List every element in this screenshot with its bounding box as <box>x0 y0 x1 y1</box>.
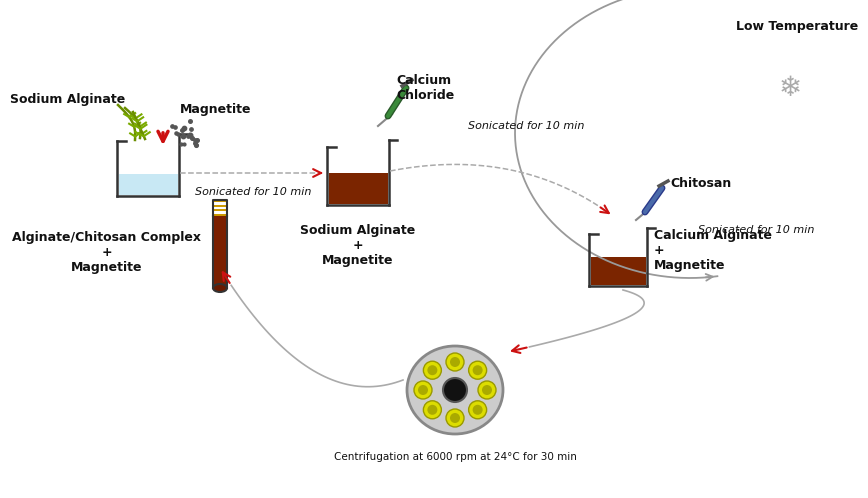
Polygon shape <box>327 147 389 205</box>
Text: Alginate/Chitosan Complex
+
Magnetite: Alginate/Chitosan Complex + Magnetite <box>12 231 201 273</box>
Ellipse shape <box>213 284 227 292</box>
Polygon shape <box>213 200 227 202</box>
Polygon shape <box>119 173 177 195</box>
Circle shape <box>450 413 460 423</box>
Ellipse shape <box>407 346 503 434</box>
Circle shape <box>414 381 432 399</box>
Text: Sonicated for 10 min: Sonicated for 10 min <box>698 225 814 235</box>
Text: Calcium
Chloride: Calcium Chloride <box>396 74 454 102</box>
Circle shape <box>473 405 483 415</box>
Text: Sonicated for 10 min: Sonicated for 10 min <box>194 187 312 197</box>
Circle shape <box>469 361 487 379</box>
Circle shape <box>427 365 437 375</box>
Polygon shape <box>117 140 179 196</box>
Polygon shape <box>213 209 227 212</box>
Polygon shape <box>213 202 227 205</box>
Text: Sodium Alginate
+
Magnetite: Sodium Alginate + Magnetite <box>300 224 416 267</box>
Circle shape <box>478 381 496 399</box>
Circle shape <box>446 409 464 427</box>
Circle shape <box>450 357 460 367</box>
Text: Sonicated for 10 min: Sonicated for 10 min <box>468 121 584 131</box>
Text: Calcium Alginate
+
Magnetite: Calcium Alginate + Magnetite <box>654 229 772 271</box>
Circle shape <box>473 365 483 375</box>
Polygon shape <box>213 214 227 216</box>
Polygon shape <box>213 205 227 207</box>
Text: Sodium Alginate: Sodium Alginate <box>10 93 125 106</box>
Text: Low Temperature: Low Temperature <box>736 20 858 33</box>
Polygon shape <box>213 207 227 209</box>
Circle shape <box>443 378 467 402</box>
Circle shape <box>427 405 437 415</box>
Polygon shape <box>328 173 387 204</box>
Circle shape <box>469 401 487 419</box>
Polygon shape <box>589 234 647 286</box>
Circle shape <box>446 353 464 371</box>
Circle shape <box>424 401 441 419</box>
Polygon shape <box>213 216 227 288</box>
Circle shape <box>418 385 428 395</box>
Polygon shape <box>213 212 227 214</box>
Text: Magnetite: Magnetite <box>180 103 252 116</box>
Circle shape <box>424 361 441 379</box>
Circle shape <box>482 385 492 395</box>
Text: ❄: ❄ <box>779 74 802 102</box>
Text: Centrifugation at 6000 rpm at 24°C for 30 min: Centrifugation at 6000 rpm at 24°C for 3… <box>333 452 576 462</box>
Polygon shape <box>590 257 646 285</box>
Text: Chitosan: Chitosan <box>670 176 731 190</box>
